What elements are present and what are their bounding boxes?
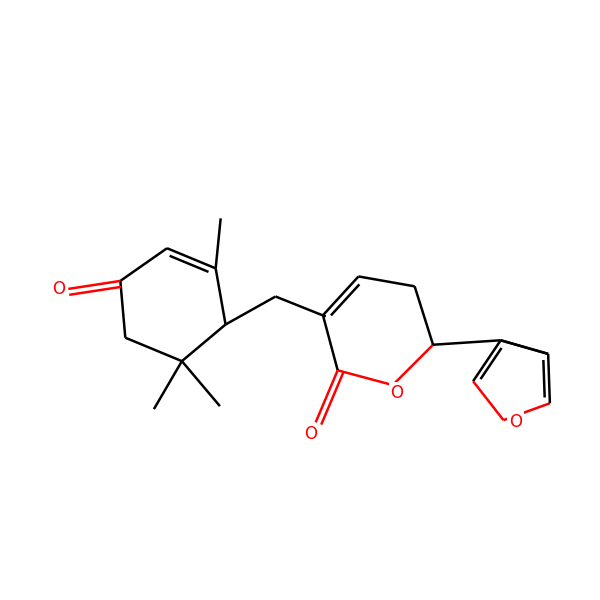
Text: O: O — [52, 280, 65, 298]
Text: O: O — [304, 425, 317, 443]
Text: O: O — [390, 384, 403, 402]
Text: O: O — [509, 413, 522, 431]
